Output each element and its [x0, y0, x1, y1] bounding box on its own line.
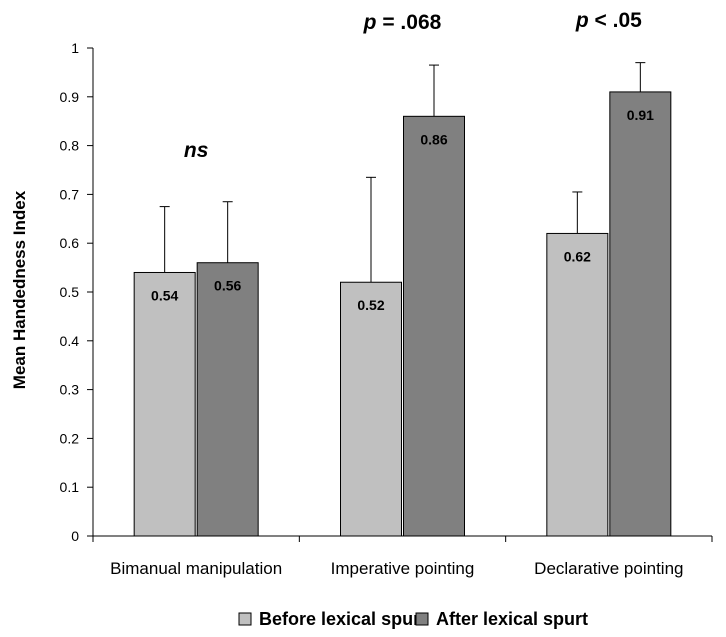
bar-value-label: 0.86 [420, 131, 447, 147]
category-labels: Bimanual manipulation Imperative pointing… [110, 559, 683, 578]
bar-value-label: 0.91 [627, 107, 654, 123]
legend-label: Before lexical spurt [259, 609, 426, 629]
bar [546, 232, 609, 537]
y-tick-label: 0.3 [60, 382, 80, 398]
significance-annotation: ns [184, 139, 209, 162]
y-tick-label: 0.7 [60, 186, 80, 202]
significance-annotation-part: p [575, 9, 589, 32]
legend: Before lexical spurt After lexical spurt [238, 609, 588, 629]
significance-annotation-part: = .068 [377, 11, 442, 34]
significance-annotation-part: < .05 [589, 9, 642, 32]
bar-value-label: 0.62 [564, 248, 591, 264]
value-labels: 0.54 0.56 0.52 0.86 0.62 0.91 [151, 107, 654, 313]
significance-annotation: p < .05 [575, 9, 642, 32]
bar [133, 271, 196, 537]
axes [92, 48, 713, 542]
legend-swatch [238, 612, 252, 626]
y-tick-label: 0.8 [60, 138, 80, 154]
y-tick-label: 0.5 [60, 284, 80, 300]
bar-value-label: 0.56 [214, 278, 241, 294]
bar [196, 262, 259, 537]
significance-annotation: p = .068 [363, 11, 442, 34]
y-tick-label: 0.9 [60, 89, 80, 105]
x-category-label: Declarative pointing [534, 559, 683, 578]
y-tick-label: 0.1 [60, 479, 80, 495]
y-tick-label: 1 [71, 40, 79, 56]
bar-value-label: 0.54 [151, 287, 178, 303]
bar [609, 91, 672, 537]
y-tick-label: 0.2 [60, 430, 80, 446]
error-bars [159, 62, 646, 283]
significance-annotation-part: p [363, 11, 377, 34]
legend-label: After lexical spurt [436, 609, 588, 629]
bar-value-label: 0.52 [357, 297, 384, 313]
significance-annotation-part: ns [184, 139, 209, 162]
bar [340, 281, 402, 537]
legend-swatch [415, 612, 429, 626]
y-tick-label: 0 [71, 528, 79, 544]
y-axis-ticks: 0 0.1 0.2 0.3 0.4 0.5 0.6 0.7 0.8 0.9 1 [60, 40, 93, 544]
y-tick-label: 0.6 [60, 235, 80, 251]
y-tick-label: 0.4 [60, 333, 80, 349]
y-axis-title: Mean Handedness Index [10, 190, 29, 389]
significance-annotations: nsp = .068 p < .05 [184, 9, 642, 162]
bars [133, 91, 672, 537]
x-category-label: Imperative pointing [331, 559, 475, 578]
bar [403, 115, 465, 537]
x-category-label: Bimanual manipulation [110, 559, 282, 578]
